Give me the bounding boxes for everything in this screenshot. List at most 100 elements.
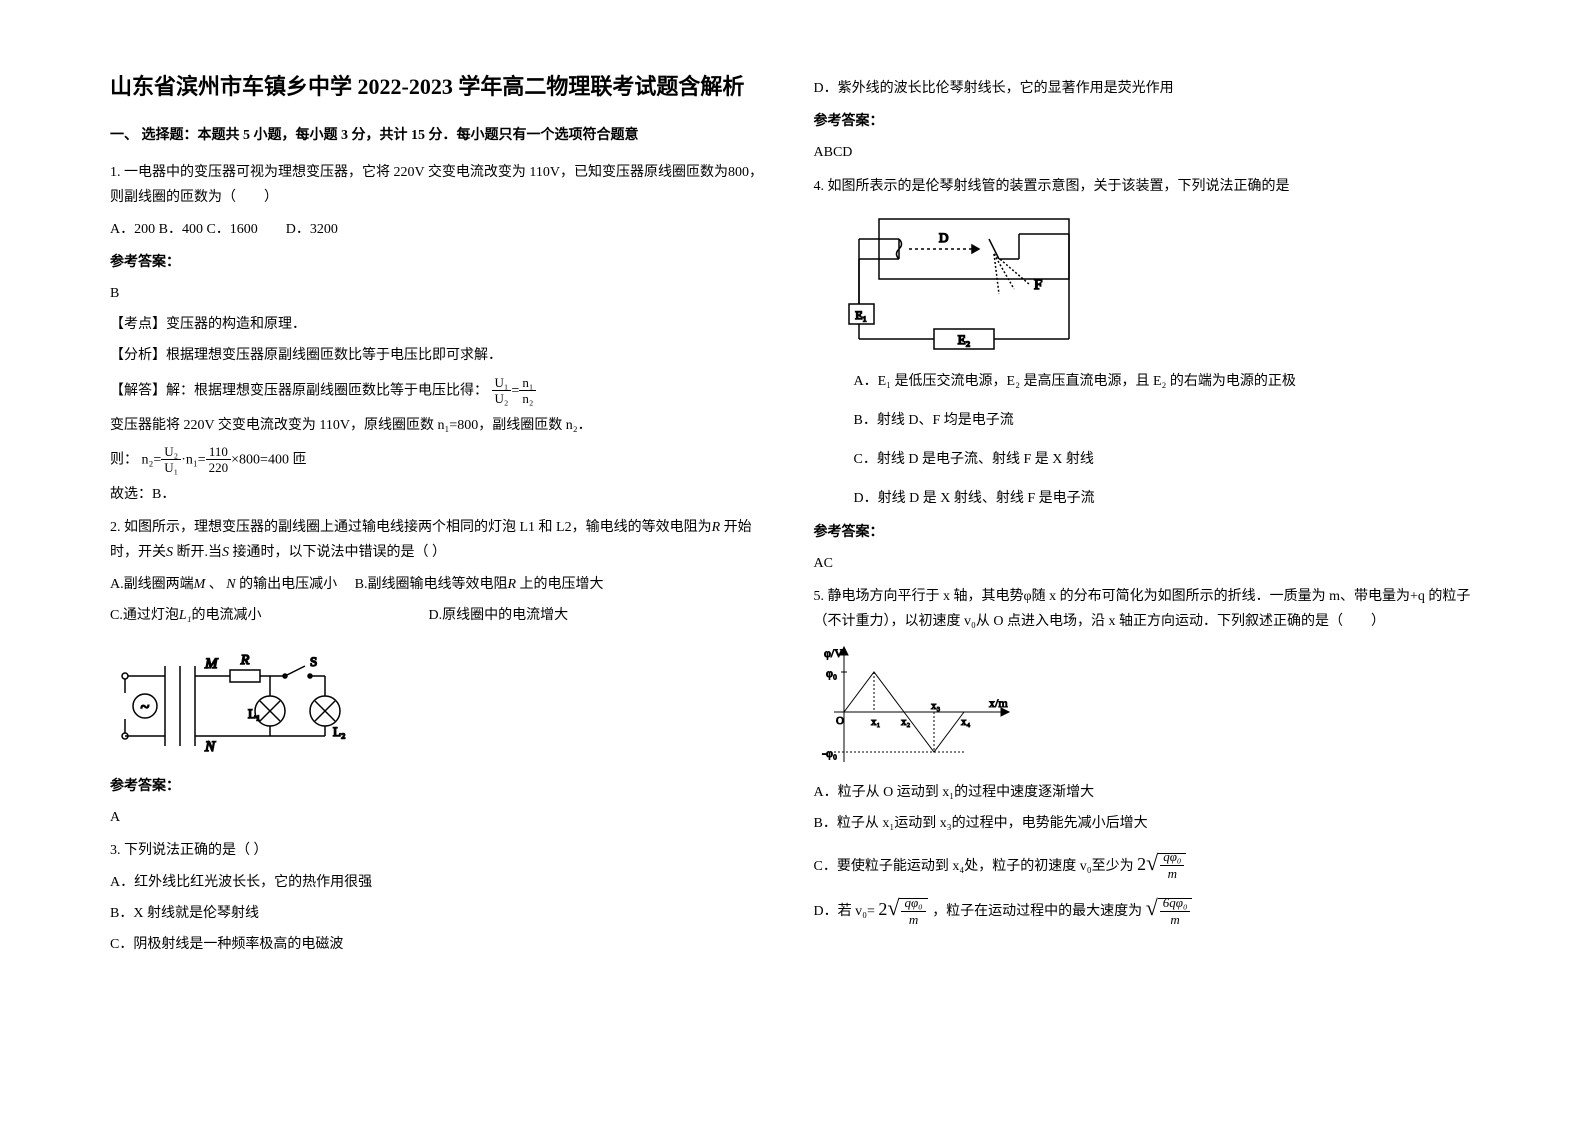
den: m [1168,866,1177,881]
section-header: 一、 选择题：本题共 5 小题，每小题 3 分，共计 15 分．每小题只有一个选… [110,123,774,148]
var-L1: L₁ [179,608,192,623]
svg-text:~: ~ [141,699,150,716]
question-2: 2. 如图所示，理想变压器的副线圈上通过输电线接两个相同的灯泡 L1 和 L2，… [110,515,774,830]
frac-u1u2: U₁ U₂ [492,375,512,407]
q4-B: B．射线 D、F 均是电子流 [854,408,1478,433]
q5D-t1: D．若 v₀= [814,904,875,919]
q4-D: D．射线 D 是 X 射线、射线 F 是电子流 [854,486,1478,511]
svg-text:x/m: x/m [989,696,1008,710]
den: m [909,912,918,927]
q4-answer: AC [814,551,1478,576]
q2A1: A.副线圈两端 [110,577,194,592]
answer-label: 参考答案： [110,250,774,275]
q5D-t2: ，粒子在运动过程中的最大速度为 [932,904,1142,919]
unit-turns: 匝 [292,452,306,467]
answer-label: 参考答案： [814,520,1478,545]
q5-D: D．若 v₀= 2√qφ₀m ，粒子在运动过程中的最大速度为 √6qφ₀m [814,888,1478,928]
den: m [1170,912,1179,927]
q5-B: B．粒子从 x₁运动到 x₃的过程中，电势能先减小后增大 [814,811,1478,836]
q2D: D.原线圈中的电流增大 [429,608,569,623]
q2A2: 、 [205,577,226,592]
q1-exp1: 【考点】变压器的构造和原理． [110,312,774,337]
num: qφ₀ [1163,849,1181,864]
var-S: S [166,545,173,560]
q3-C: C．阴极射线是一种频率极高的电磁波 [110,932,774,957]
svg-text:x₂: x₂ [901,716,911,728]
svg-text:x₃: x₃ [931,700,941,712]
svg-text:L₁: L₁ [248,706,260,721]
q5-C: C．要使粒子能运动到 x₄处，粒子的初速度 v₀至少为 2√qφ₀m [814,843,1478,883]
q2-circuit-diagram: ~ M R L₁ [110,636,350,766]
answer-label: 参考答案： [110,774,774,799]
q1-exp3-text: 【解答】解：根据理想变压器原副线圈匝数比等于电压比得： [110,383,488,398]
q4-xray-tube-diagram: D F E₁ [844,209,1104,359]
q3-D: D．紫外线的波长比伦琴射线长，它的显著作用是荧光作用 [814,76,1478,101]
q1-exp6: 故选：B． [110,482,774,507]
q4-stem: 4. 如图所表示的是伦琴射线管的装置示意图，关于该装置，下列说法正确的是 [814,174,1478,199]
q3-B: B．X 射线就是伦琴射线 [110,901,774,926]
frac-110-220: 110 220 [206,444,232,476]
q5-A: A．粒子从 O 运动到 x₁的过程中速度逐渐增大 [814,780,1478,805]
num: 6qφ₀ [1163,895,1188,910]
q1-exp4: 变压器能将 220V 交变电流改变为 110V，原线圈匝数 n₁=800，副线圈… [110,413,774,438]
q2B2: 上的电压增大 [516,577,604,592]
q2-optC-D: C.通过灯泡L₁的电流减小 D.原线圈中的电流增大 [110,603,774,628]
q2-answer: A [110,805,774,830]
var-S2: S [222,545,229,560]
q5C-formula: 2√qφ₀m [1137,854,1186,874]
svg-text:O: O [836,715,844,727]
q5C-text: C．要使粒子能运动到 x₄处，粒子的初速度 v₀至少为 [814,859,1134,874]
question-3: 3. 下列说法正确的是（ ） A．红外线比红光波长长，它的热作用很强 B．X 射… [110,838,774,957]
svg-text:φ/V: φ/V [824,646,843,660]
mul-n1: ·n₁= [181,452,205,467]
var-N: N [226,577,235,592]
svg-text:S: S [310,654,317,669]
frac-u2u1: U₂ U₁ [161,444,181,476]
q4-A: A．E₁ 是低压交流电源，E₂ 是高压直流电源，且 E₂ 的右端为电源的正极 [854,369,1478,394]
page-title: 山东省滨州市车镇乡中学 2022-2023 学年高二物理联考试题含解析 [110,70,774,103]
q2-optA-B: A.副线圈两端M 、 N 的输出电压减小 B.副线圈输电线等效电阻R 上的电压增… [110,572,774,597]
q2-s3: 断开.当 [173,545,222,560]
q1-exp3: 【解答】解：根据理想变压器原副线圈匝数比等于电压比得： U₁ U₂ = n₁ n… [110,375,774,407]
q3-answer: ABCD [814,140,1478,165]
svg-text:L₂: L₂ [333,724,345,739]
svg-text:F: F [1034,277,1042,293]
frac-n1n2: n₁ n₂ [519,375,536,407]
svg-text:E₂: E₂ [957,332,969,347]
left-column: 山东省滨州市车镇乡中学 2022-2023 学年高二物理联考试题含解析 一、 选… [90,70,794,1082]
svg-text:-φ₀: -φ₀ [822,746,837,760]
q1-exp2: 【分析】根据理想变压器原副线圈匝数比等于电压比即可求解． [110,343,774,368]
q2B: B.副线圈输电线等效电阻 [355,577,508,592]
q2A3: 的输出电压减小 [236,577,338,592]
q1-options: A．200 B．400 C．1600 D．3200 [110,217,774,242]
svg-text:φ₀: φ₀ [826,666,837,680]
label-M: M [204,656,219,672]
var-R2: R [507,577,516,592]
q4-C: C．射线 D 是电子流、射线 F 是 X 射线 [854,447,1478,472]
num: qφ₀ [904,895,922,910]
q2-s4: 接通时，以下说法中错误的是（ ） [229,545,446,560]
var-R: R [712,520,721,535]
q5D-f2: √6qφ₀m [1146,899,1193,919]
coef: 2 [1137,854,1146,874]
q2-s1: 2. 如图所示，理想变压器的副线圈上通过输电线接两个相同的灯泡 L1 和 L2，… [110,520,712,535]
q1-exp5-pre: 则： [110,452,138,467]
question-5: 5. 静电场方向平行于 x 轴，其电势φ随 x 的分布可简化为如图所示的折线．一… [814,584,1478,928]
q1-exp5: 则： n₂= U₂ U₁ ·n₁= 110 220 ×800=400 匝 [110,444,774,476]
q5-potential-plot: φ/V x/m φ₀ -φ₀ x₁ x₂ x₃ x₄ O [814,642,1014,772]
q2C: C.通过灯泡 [110,608,179,623]
q2-stem: 2. 如图所示，理想变压器的副线圈上通过输电线接两个相同的灯泡 L1 和 L2，… [110,515,774,565]
svg-text:x₁: x₁ [871,716,881,728]
q1-answer: B [110,281,774,306]
svg-text:R: R [240,653,250,668]
q5D-f1: 2√qφ₀m [878,899,932,919]
svg-text:N: N [204,739,216,755]
svg-text:E₁: E₁ [855,308,867,322]
right-column: D．紫外线的波长比伦琴射线长，它的显著作用是荧光作用 参考答案： ABCD 4.… [794,70,1498,1082]
eq400: ×800=400 [231,452,289,467]
answer-label: 参考答案： [814,109,1478,134]
n2eq: n₂= [142,452,162,467]
q3-A: A．红外线比红光波长长，它的热作用很强 [110,870,774,895]
question-4: 4. 如图所表示的是伦琴射线管的装置示意图，关于该装置，下列说法正确的是 D [814,174,1478,576]
q5-stem: 5. 静电场方向平行于 x 轴，其电势φ随 x 的分布可简化为如图所示的折线．一… [814,584,1478,634]
